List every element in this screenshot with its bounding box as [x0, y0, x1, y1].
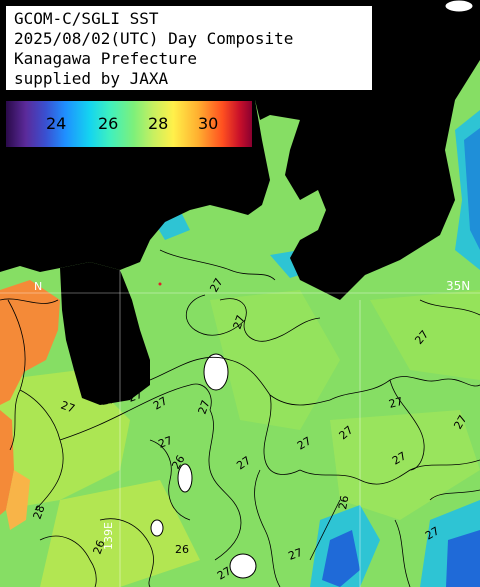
- credit-label: supplied by JAXA: [14, 69, 169, 88]
- contour-label: 27: [387, 395, 404, 411]
- land-mass: [60, 262, 150, 405]
- legend-label-28: 28: [148, 114, 169, 133]
- island: [177, 463, 193, 493]
- red-marker-point: [158, 282, 162, 286]
- island: [229, 553, 257, 579]
- latitude-label-left: N: [34, 280, 42, 293]
- contour-label: 27: [390, 449, 409, 467]
- contour-label: 26: [91, 538, 108, 556]
- contour-label: 27: [151, 394, 170, 412]
- legend-label-30: 30: [198, 114, 219, 133]
- warm-water-area: [0, 280, 60, 405]
- legend-label-24: 24: [46, 114, 67, 133]
- contour-label: 27: [157, 434, 175, 451]
- legend-label-26: 26: [98, 114, 119, 133]
- color-scale-bar: [6, 101, 252, 147]
- cool-water-area: [446, 530, 480, 587]
- warm-sea-patch: [330, 410, 480, 520]
- cool-water-area: [464, 128, 480, 250]
- contour-label: 27: [231, 313, 248, 331]
- region-label: Kanagawa Prefecture: [14, 49, 198, 68]
- contour-label: 27: [100, 393, 116, 408]
- contour-label: 26: [169, 453, 187, 472]
- warm-sea-patch: [0, 370, 130, 510]
- island: [150, 519, 164, 537]
- longitude-label-bottom: 139E: [102, 522, 115, 550]
- contour-label: 26: [175, 543, 189, 556]
- contour-label: 27: [423, 524, 442, 542]
- contour-label: 28: [31, 503, 48, 521]
- warm-sea-patch: [370, 290, 480, 380]
- cool-water-area: [322, 530, 360, 587]
- date-composite-label: 2025/08/02(UTC) Day Composite: [14, 29, 294, 48]
- info-box: GCOM-C/SGLI SST 2025/08/02(UTC) Day Comp…: [4, 4, 374, 92]
- island: [203, 353, 229, 391]
- color-scale-legend: 24 26 28 30: [4, 99, 254, 149]
- contour-label: 27: [207, 276, 225, 295]
- warm-water-area: [6, 470, 30, 530]
- contour-label: 26: [336, 494, 351, 510]
- contour-labels: 27 27 27 27 27 27 27 27 27 27 27 27 27 2…: [31, 276, 470, 583]
- contour-label: 27: [295, 434, 314, 452]
- contour-label: 27: [451, 413, 469, 432]
- contour-lines: [0, 119, 480, 587]
- contour-label: 27: [196, 398, 213, 416]
- warm-water-area: [0, 410, 14, 515]
- contour-label: 27: [287, 546, 305, 563]
- contour-label: 27: [215, 564, 234, 582]
- contour-label: 27: [127, 388, 145, 405]
- contour-label: 27: [59, 399, 77, 416]
- island: [444, 0, 474, 13]
- latitude-label-right: 35N: [446, 279, 470, 293]
- warm-sea-patch: [210, 290, 340, 430]
- product-title: GCOM-C/SGLI SST: [14, 9, 159, 28]
